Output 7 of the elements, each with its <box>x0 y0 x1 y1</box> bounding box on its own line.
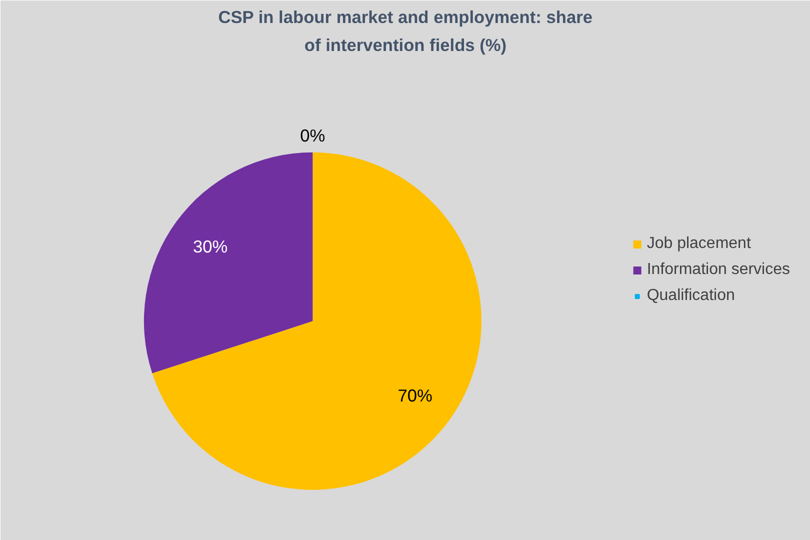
data-label: 30% <box>192 236 228 257</box>
legend-label: Information services <box>646 261 790 279</box>
chart-title: CSP in labour market and employment: share of intervention fields (%) <box>218 6 593 55</box>
text: 0% <box>300 126 326 146</box>
legend-label: Job placement <box>646 235 751 253</box>
legend-label: Qualification <box>646 287 735 305</box>
data-label: 70% <box>398 386 432 406</box>
